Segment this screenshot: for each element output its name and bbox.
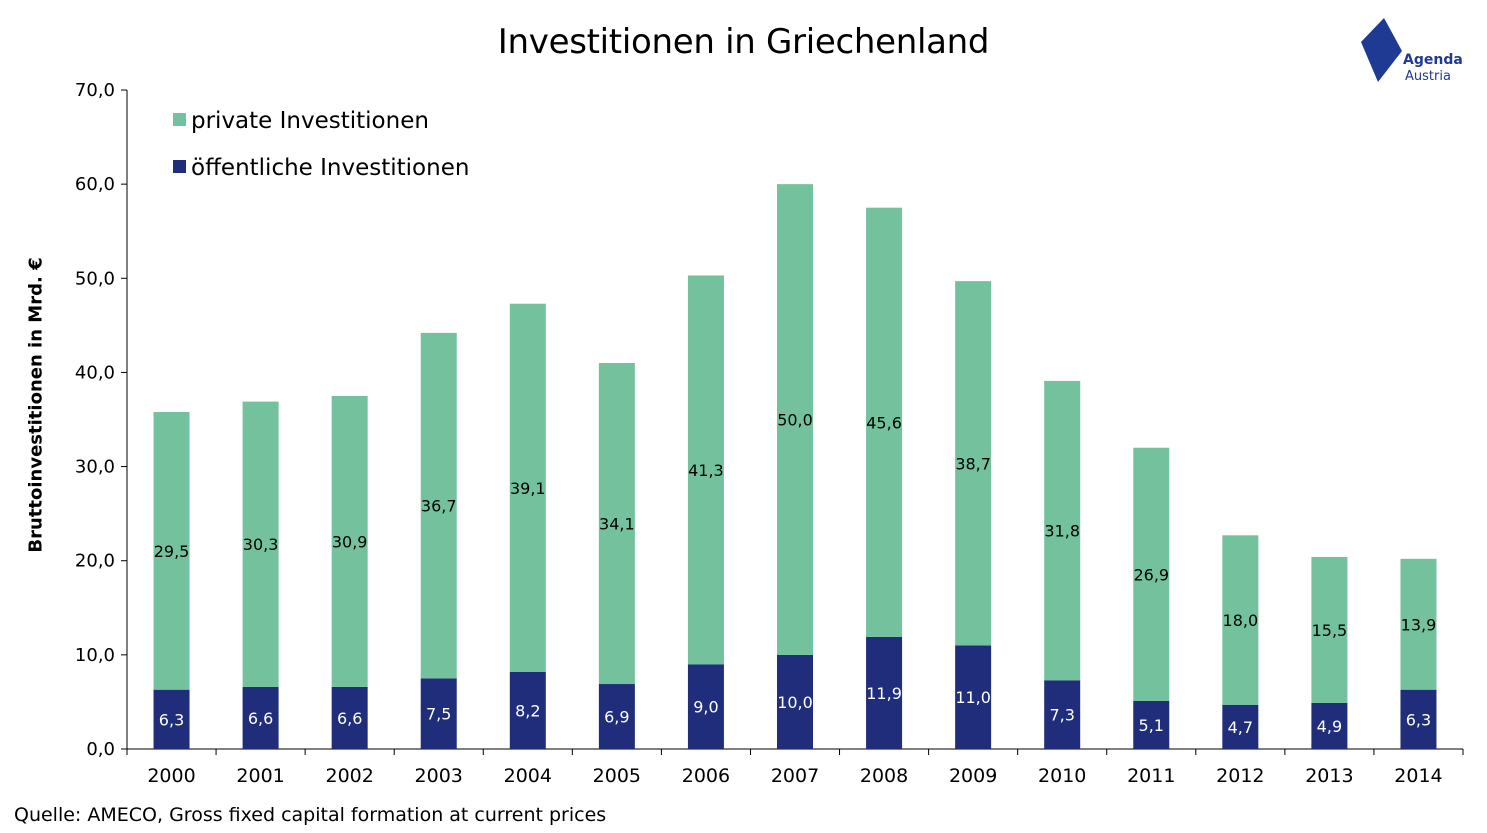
x-tick-label: 2005: [593, 765, 641, 787]
bar-public-2001: [242, 686, 279, 749]
data-label-private: 50,0: [777, 411, 813, 430]
data-label-private: 38,7: [955, 454, 991, 473]
data-label-public: 6,6: [337, 709, 362, 728]
data-label-private: 39,1: [510, 479, 546, 498]
bar-private-2004: [509, 303, 546, 672]
x-tick-label: 2003: [415, 765, 463, 787]
bar-public-2000: [153, 689, 190, 749]
data-label-public: 7,5: [426, 705, 451, 724]
bar-private-2008: [866, 207, 903, 637]
x-tick-label: 2006: [682, 765, 730, 787]
data-label-private: 31,8: [1044, 522, 1080, 541]
bar-private-2007: [777, 184, 813, 655]
bar-private-2013: [1311, 556, 1348, 703]
x-tick-label: 2008: [860, 765, 908, 787]
x-tick-label: 2014: [1394, 765, 1442, 787]
logo-text-austria: Austria: [1405, 69, 1451, 84]
bar-public-2005: [598, 684, 635, 749]
data-label-private: 13,9: [1401, 615, 1437, 634]
data-label-public: 8,2: [515, 701, 540, 720]
agenda-austria-logo-icon: [1361, 18, 1402, 82]
bar-private-2003: [420, 332, 457, 679]
logo-text-agenda: Agenda: [1403, 52, 1463, 68]
data-label-private: 15,5: [1312, 621, 1348, 640]
y-tick-label: 50,0: [75, 268, 115, 289]
x-tick-label: 2007: [771, 765, 819, 787]
bar-public-2006: [687, 664, 724, 749]
data-label-private: 45,6: [866, 413, 902, 432]
data-label-public: 9,0: [693, 698, 718, 717]
bar-public-2008: [866, 636, 903, 749]
x-tick-label: 2011: [1127, 765, 1175, 787]
data-label-private: 41,3: [688, 461, 724, 480]
x-tick-label: 2000: [147, 765, 195, 787]
bar-public-2007: [777, 654, 813, 749]
legend-swatch: [173, 160, 186, 173]
y-tick-label: 60,0: [75, 174, 115, 195]
bar-private-2002: [331, 395, 368, 687]
bar-private-2005: [598, 363, 635, 685]
data-label-private: 30,3: [243, 535, 279, 554]
data-label-private: 30,9: [332, 532, 368, 551]
chart-title: Investitionen in Griechenland: [497, 22, 990, 62]
bar-private-2001: [242, 401, 279, 687]
legend-swatch: [173, 113, 186, 126]
bar-private-2012: [1222, 535, 1259, 705]
bar-public-2009: [955, 645, 992, 749]
bar-private-2011: [1133, 447, 1170, 701]
legend-label: private Investitionen: [191, 108, 429, 134]
bar-private-2006: [687, 275, 724, 665]
data-label-private: 34,1: [599, 515, 635, 534]
data-label-private: 26,9: [1133, 565, 1169, 584]
data-label-public: 11,0: [955, 688, 991, 707]
bar-public-2002: [331, 686, 368, 749]
data-label-public: 6,3: [159, 710, 184, 729]
bar-public-2010: [1044, 680, 1081, 749]
data-label-public: 6,6: [248, 709, 273, 728]
data-label-public: 4,7: [1228, 718, 1253, 737]
data-label-private: 18,0: [1223, 611, 1259, 630]
x-tick-label: 2012: [1216, 765, 1264, 787]
source-note: Quelle: AMECO, Gross fixed capital forma…: [14, 804, 607, 826]
bar-public-2003: [420, 678, 457, 749]
y-tick-label: 20,0: [75, 551, 115, 572]
bar-public-2013: [1311, 702, 1348, 749]
data-label-public: 6,9: [604, 708, 629, 727]
bar-public-2012: [1222, 704, 1259, 749]
x-tick-label: 2010: [1038, 765, 1086, 787]
y-tick-label: 10,0: [75, 645, 115, 666]
x-tick-label: 2002: [325, 765, 373, 787]
data-label-public: 10,0: [777, 693, 813, 712]
x-tick-label: 2009: [949, 765, 997, 787]
bar-public-2004: [509, 671, 546, 749]
bar-public-2011: [1133, 700, 1170, 749]
y-tick-label: 70,0: [75, 80, 115, 101]
y-tick-label: 0,0: [86, 739, 115, 760]
x-tick-label: 2013: [1305, 765, 1353, 787]
data-label-public: 4,9: [1317, 717, 1342, 736]
data-label-public: 6,3: [1406, 710, 1431, 729]
y-tick-label: 30,0: [75, 457, 115, 478]
data-label-private: 36,7: [421, 497, 457, 516]
x-tick-label: 2004: [504, 765, 552, 787]
data-label-public: 11,9: [866, 684, 902, 703]
legend-label: öffentliche Investitionen: [191, 155, 469, 181]
bar-private-2009: [955, 281, 992, 646]
bar-private-2014: [1400, 558, 1437, 690]
data-label-public: 7,3: [1049, 706, 1074, 725]
bar-private-2000: [153, 411, 190, 690]
y-tick-label: 40,0: [75, 362, 115, 383]
x-tick-label: 2001: [236, 765, 284, 787]
bar-private-2010: [1044, 380, 1081, 681]
data-label-public: 5,1: [1139, 716, 1164, 735]
data-label-private: 29,5: [154, 542, 190, 561]
bar-public-2014: [1400, 689, 1437, 749]
